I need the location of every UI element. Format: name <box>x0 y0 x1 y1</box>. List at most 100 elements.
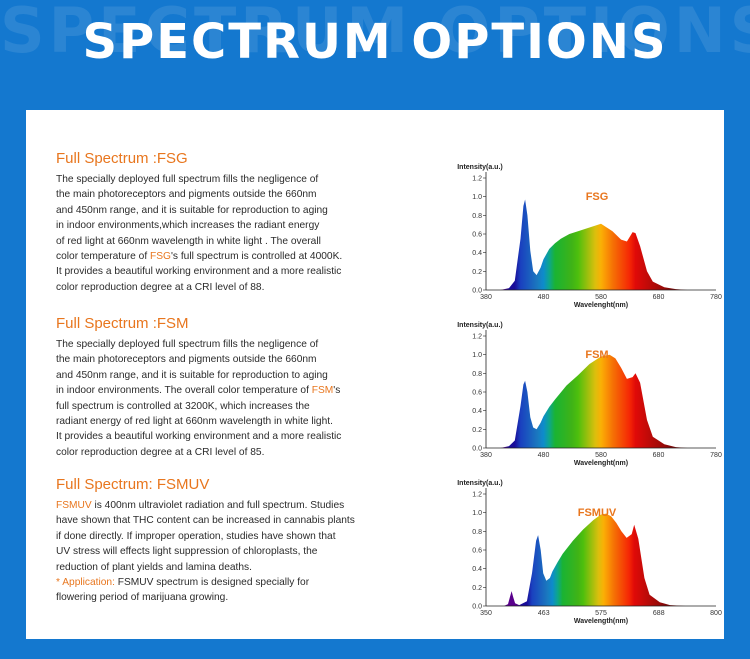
x-tick-label: 680 <box>653 452 665 459</box>
header-watermark: SPECTRUM OPTIONS <box>0 0 750 67</box>
section-description-fsg: The specially deployed full spectrum fil… <box>56 172 401 295</box>
y-tick-label: 0.8 <box>472 529 482 536</box>
text-line: full spectrum is controlled at 3200K, wh… <box>56 399 401 414</box>
header-banner: SPECTRUM OPTIONS SPECTRUM OPTIONS <box>0 0 750 110</box>
text-segment: The specially deployed full spectrum fil… <box>56 174 319 185</box>
section-fsmuv: Full Spectrum: FSMUV FSMUV is 400nm ultr… <box>56 476 401 606</box>
text-line: in indoor environments,which increases t… <box>56 218 401 233</box>
x-axis-label: Wavelenght(nm) <box>574 302 628 309</box>
text-line: FSMUV is 400nm ultraviolet radiation and… <box>56 498 401 513</box>
text-segment: 's <box>333 385 341 397</box>
highlight-text: * Application: <box>56 577 115 589</box>
text-line: have shown that THC content can be incre… <box>56 513 401 528</box>
text-line: * Application: FSMUV spectrum is designe… <box>56 575 401 590</box>
text-line: The specially deployed full spectrum fil… <box>56 172 401 187</box>
y-tick-label: 1.0 <box>472 194 482 201</box>
y-tick-label: 0.4 <box>472 566 482 573</box>
text-segment: FSMUV spectrum is designed specially for <box>114 577 310 589</box>
text-segment: have shown that THC content can be incre… <box>56 515 355 527</box>
text-line: color reproduction degree at a CRI level… <box>56 445 401 460</box>
content-card: Full Spectrum :FSG The specially deploye… <box>26 110 724 639</box>
y-tick-label: 0.6 <box>472 390 482 397</box>
text-line: The specially deployed full spectrum fil… <box>56 337 401 352</box>
text-segment: UV stress will effects light suppression… <box>56 546 318 558</box>
section-description-fsmuv: FSMUV is 400nm ultraviolet radiation and… <box>56 498 401 606</box>
x-tick-label: 480 <box>538 294 550 301</box>
text-line: color reproduction degree at a CRI level… <box>56 280 401 295</box>
text-segment: in indoor environments. The overall colo… <box>56 385 312 397</box>
text-line: the main photoreceptors and pigments out… <box>56 352 401 367</box>
x-tick-label: 680 <box>653 294 665 301</box>
chart-title: FSG <box>586 191 609 203</box>
text-segment: flowering period of marijuana growing. <box>56 592 229 604</box>
y-tick-label: 0.4 <box>472 408 482 415</box>
spectrum-area <box>486 199 716 290</box>
page-title: SPECTRUM OPTIONS <box>82 14 668 70</box>
x-tick-label: 350 <box>480 610 492 617</box>
section-heading-fsmuv: Full Spectrum: FSMUV <box>56 476 210 493</box>
section-heading-fsg: Full Spectrum :FSG <box>56 150 188 167</box>
text-line: color temperature of FSG's full spectrum… <box>56 249 401 264</box>
x-tick-label: 463 <box>538 610 550 617</box>
x-axis-label: Wavelength(nm) <box>574 618 628 625</box>
spectrum-chart-fsm: 0.0 0.2 0.4 0.6 0.8 1.0 1.2 380 480 580 680 780 Inte… <box>457 322 722 467</box>
x-tick-label: 580 <box>595 452 607 459</box>
spectrum-area <box>486 354 716 448</box>
x-tick-label: 780 <box>710 452 722 459</box>
text-segment: if done directly. If improper operation,… <box>56 530 336 542</box>
text-segment: the main photoreceptors and pigments out… <box>56 189 317 201</box>
y-tick-label: 1.2 <box>472 334 482 341</box>
section-description-fsm: The specially deployed full spectrum fil… <box>56 337 401 460</box>
text-line: in indoor environments. The overall colo… <box>56 383 401 398</box>
text-line: It provides a beautiful working environm… <box>56 429 401 444</box>
section-fsm: Full Spectrum :FSM The specially deploye… <box>56 315 401 460</box>
text-line: radiant energy of red light at 660nm wav… <box>56 414 401 429</box>
y-tick-label: 1.0 <box>472 510 482 517</box>
x-tick-label: 480 <box>538 452 550 459</box>
y-tick-label: 0.6 <box>472 548 482 555</box>
spectrum-chart-fsg: 0.0 0.2 0.4 0.6 0.8 1.0 1.2 380 480 580 680 780 Inte… <box>457 164 722 309</box>
chart-title: FSMUV <box>578 507 617 519</box>
text-line: and 450nm range, and it is suitable for … <box>56 368 401 383</box>
spectrum-area <box>486 513 716 606</box>
text-segment: The specially deployed full spectrum fil… <box>56 339 319 350</box>
text-segment: and 450nm range, and it is suitable for … <box>56 369 328 381</box>
highlight-text: FSMUV <box>56 500 92 511</box>
section-fsg: Full Spectrum :FSG The specially deploye… <box>56 150 401 295</box>
y-tick-label: 0.6 <box>472 232 482 239</box>
y-tick-label: 1.2 <box>472 176 482 183</box>
chart-title: FSM <box>585 349 608 361</box>
x-tick-label: 575 <box>595 610 607 617</box>
spectrum-chart-fsmuv: 0.0 0.2 0.4 0.6 0.8 1.0 1.2 350 463 575 688 800 Inte… <box>457 480 722 625</box>
y-tick-label: 0.4 <box>472 250 482 257</box>
text-segment: It provides a beautiful working environm… <box>56 431 342 443</box>
text-line: flowering period of marijuana growing. <box>56 590 401 605</box>
text-segment: is 400nm ultraviolet radiation and full … <box>91 500 345 511</box>
text-segment: in indoor environments,which increases t… <box>56 220 320 232</box>
x-tick-label: 800 <box>710 610 722 617</box>
text-line: of red light at 660nm wavelength in whit… <box>56 234 401 249</box>
text-line: UV stress will effects light suppression… <box>56 544 401 559</box>
text-segment: 's full spectrum is controlled at 4000K. <box>170 251 343 263</box>
y-axis-label: Intensity(a.u.) <box>457 480 503 487</box>
x-tick-label: 380 <box>480 294 492 301</box>
text-segment: radiant energy of red light at 660nm wav… <box>56 416 333 428</box>
text-segment: of red light at 660nm wavelength in whit… <box>56 235 321 247</box>
text-line: the main photoreceptors and pigments out… <box>56 187 401 202</box>
text-segment: the main photoreceptors and pigments out… <box>56 354 317 366</box>
x-tick-label: 380 <box>480 452 492 459</box>
highlight-text: FSM <box>311 385 334 397</box>
text-segment: It provides a beautiful working environm… <box>56 266 342 278</box>
y-tick-label: 0.0 <box>472 604 482 611</box>
text-segment: and 450nm range, and it is suitable for … <box>56 204 328 216</box>
text-segment: color reproduction degree at a CRI level… <box>56 446 265 458</box>
section-heading-fsm: Full Spectrum :FSM <box>56 315 189 332</box>
y-tick-label: 1.2 <box>472 492 482 499</box>
y-tick-label: 0.2 <box>472 427 482 434</box>
highlight-text: FSG <box>150 251 171 263</box>
y-axis-label: Intensity(a.u.) <box>457 164 503 171</box>
text-segment: full spectrum is controlled at 3200K, wh… <box>56 400 310 412</box>
text-line: It provides a beautiful working environm… <box>56 264 401 279</box>
y-tick-label: 0.0 <box>472 446 482 453</box>
y-tick-label: 1.0 <box>472 352 482 359</box>
